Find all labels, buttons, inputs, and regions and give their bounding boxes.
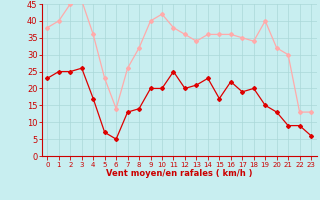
X-axis label: Vent moyen/en rafales ( km/h ): Vent moyen/en rafales ( km/h )	[106, 169, 252, 178]
